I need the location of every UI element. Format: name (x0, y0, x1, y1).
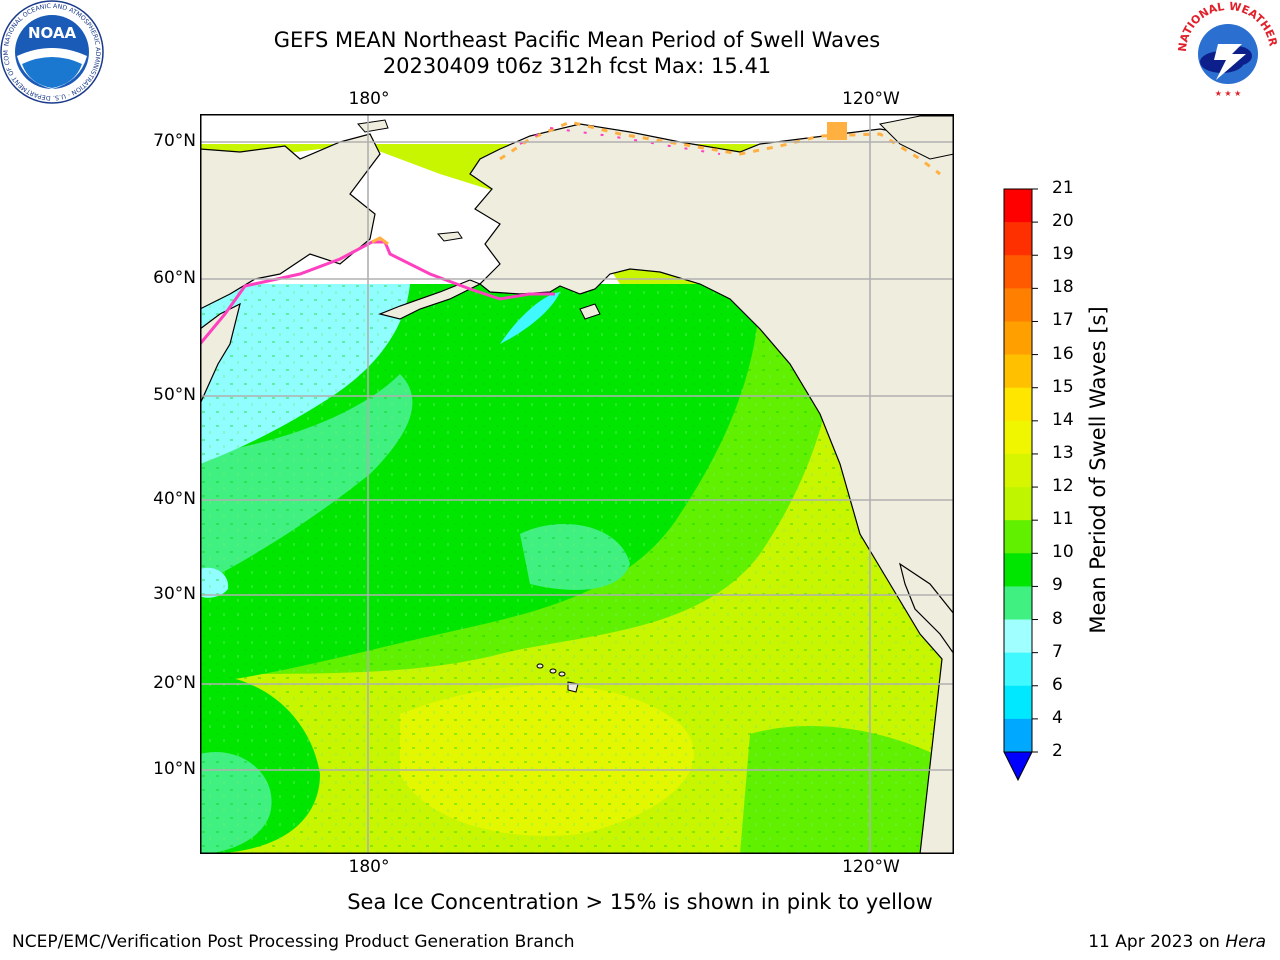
lon-label-bottom-180: 180° (348, 857, 390, 877)
colorbar-segment (1004, 321, 1032, 356)
footer-credit: NCEP/EMC/Verification Post Processing Pr… (12, 932, 575, 952)
colorbar-tick-label: 17 (1052, 310, 1074, 331)
colorbar-segment (1004, 420, 1032, 455)
footer-date: 11 Apr 2023 on Hera (1088, 932, 1266, 952)
colorbar-border (1003, 188, 1033, 753)
colorbar-tick-label: 7 (1052, 641, 1063, 662)
colorbar-tick-label: 18 (1052, 277, 1074, 298)
nws-logo: NATIONAL WEATHER SERVICE ★ ★ ★ (1176, 0, 1280, 103)
colorbar-tick-label: 12 (1052, 476, 1074, 497)
lat-label-50n: 50°N (153, 385, 196, 405)
land-alaska (469, 123, 954, 854)
colorbar-title: Mean Period of Swell Waves [s] (1086, 306, 1110, 634)
colorbar-segment (1004, 222, 1032, 256)
colorbar-segment (1004, 255, 1032, 289)
colorbar-segment (1004, 652, 1032, 687)
colorbar (1003, 188, 1038, 782)
colorbar-segment (1004, 288, 1032, 322)
colorbar-segment (1004, 189, 1032, 223)
noaa-logo-text: NOAA (28, 24, 77, 42)
island-st-lawrence (436, 231, 463, 242)
lat-label-40n: 40°N (153, 489, 196, 509)
colorbar-tick-label: 2 (1052, 741, 1063, 761)
island-kodiak (579, 303, 601, 320)
colorbar-tick-label: 4 (1052, 707, 1063, 728)
sea-ice-patch (827, 122, 847, 140)
sea-ice-note: Sea Ice Concentration > 15% is shown in … (347, 890, 933, 914)
footer-machine: Hera (1225, 932, 1266, 952)
colorbar-segment (1004, 453, 1032, 488)
sea-ice-bering-inner (371, 236, 389, 246)
colorbar-segment (1004, 487, 1032, 521)
cook-inlet (500, 292, 560, 344)
colorbar-tick-label: 9 (1052, 575, 1063, 596)
footer-date-text: 11 Apr 2023 on (1088, 932, 1226, 952)
colorbar-segment (1004, 586, 1032, 621)
colorbar-tick-label: 6 (1052, 674, 1063, 695)
colorbar-tick-label: 20 (1052, 211, 1074, 232)
colorbar-segment (1004, 553, 1032, 587)
colorbar-segment (1004, 387, 1032, 422)
lat-label-30n: 30°N (153, 584, 196, 604)
colorbar-tick-label: 14 (1052, 409, 1074, 430)
colorbar-segment (1004, 520, 1032, 554)
swell-period-map (200, 114, 954, 854)
colorbar-tick-label: 21 (1052, 178, 1074, 198)
island-wrangel (357, 119, 389, 133)
chart-title: GEFS MEAN Northeast Pacific Mean Period … (273, 28, 881, 52)
land-russia (200, 133, 381, 310)
colorbar-tick-label: 13 (1052, 442, 1074, 463)
colorbar-segment (1004, 619, 1032, 654)
colorbar-tick-label: 11 (1052, 509, 1074, 530)
noaa-logo: NATIONAL OCEANIC AND ATMOSPHERIC ADMINIS… (0, 0, 104, 104)
lon-label-bottom-120w: 120°W (842, 857, 900, 877)
land-mexico (899, 562, 954, 656)
colorbar-segment (1004, 718, 1032, 753)
colorbar-tick-label: 15 (1052, 376, 1074, 397)
chart-subtitle: 20230409 t06z 312h fcst Max: 15.41 (382, 54, 772, 78)
colorbar-tick-label: 8 (1052, 608, 1063, 629)
lon-label-top-180: 180° (348, 89, 390, 109)
lon-label-top-120w: 120°W (842, 89, 900, 109)
svg-text:★ ★ ★: ★ ★ ★ (1215, 89, 1242, 98)
lat-label-20n: 20°N (153, 673, 196, 693)
colorbar-tick-label: 10 (1052, 542, 1074, 563)
graticule (200, 114, 954, 854)
lat-label-70n: 70°N (153, 131, 196, 151)
colorbar-tick-label: 19 (1052, 244, 1074, 265)
arctic-islands (878, 115, 954, 160)
colorbar-segment (1004, 354, 1032, 389)
lat-label-60n: 60°N (153, 268, 196, 288)
sea-ice-arctic-pink (519, 126, 721, 155)
colorbar-extend-triangle (1003, 751, 1033, 782)
colorbar-tick-label: 16 (1052, 343, 1074, 364)
land-kamchatka (200, 302, 241, 405)
colorbar-segment (1004, 685, 1032, 720)
lat-label-10n: 10°N (153, 759, 196, 779)
